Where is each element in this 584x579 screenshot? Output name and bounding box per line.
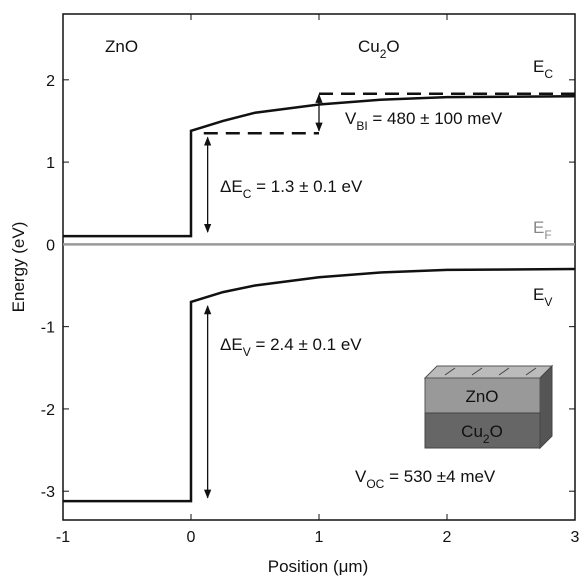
annotation-text: Cu bbox=[461, 422, 483, 441]
x-tick-label: 1 bbox=[315, 529, 324, 546]
subscript: OC bbox=[366, 477, 384, 491]
annotation: ΔEV = 2.4 ± 0.1 eV bbox=[220, 335, 362, 359]
subscript: C bbox=[243, 187, 252, 201]
x-tick-label: 2 bbox=[443, 529, 452, 546]
x-tick-label: 0 bbox=[187, 529, 196, 546]
y-tick-label: -2 bbox=[41, 402, 55, 419]
inset-side-face bbox=[540, 366, 552, 448]
annotation-text: ΔE bbox=[220, 335, 243, 354]
y-tick-label: 2 bbox=[46, 73, 55, 90]
annotation: EC bbox=[533, 57, 553, 81]
annotation: Cu2O bbox=[358, 37, 400, 61]
annotation-text: ZnO bbox=[105, 37, 138, 56]
annotation-text: Cu bbox=[358, 37, 380, 56]
x-tick-label: -1 bbox=[56, 529, 70, 546]
subscript: V bbox=[544, 295, 552, 309]
x-axis-label: Position (μm) bbox=[268, 557, 368, 576]
y-tick-label: 0 bbox=[46, 237, 55, 254]
annotation-text: = 1.3 ± 0.1 eV bbox=[251, 177, 363, 196]
annotation-text: O bbox=[386, 37, 399, 56]
annotation-text: V bbox=[355, 467, 367, 486]
y-tick-label: 1 bbox=[46, 155, 55, 172]
annotation-text: E bbox=[533, 57, 544, 76]
annotation-text: = 530 ±4 meV bbox=[384, 467, 496, 486]
annotation-text: = 2.4 ± 0.1 eV bbox=[251, 335, 363, 354]
y-axis-label: Energy (eV) bbox=[9, 222, 28, 313]
annotation-text: ΔE bbox=[220, 177, 243, 196]
annotation: VBI = 480 ± 100 meV bbox=[345, 109, 503, 133]
inset-top-face bbox=[425, 366, 552, 378]
annotation-text: E bbox=[533, 218, 544, 237]
annotation-text: ZnO bbox=[465, 387, 498, 406]
page: {"chart_data": {"type": "line", "xlabel"… bbox=[0, 0, 584, 579]
annotation: ZnO bbox=[465, 387, 498, 406]
x-tick-label: 3 bbox=[571, 529, 580, 546]
subscript: V bbox=[243, 345, 251, 359]
y-tick-label: -3 bbox=[41, 484, 55, 501]
annotation-text: E bbox=[533, 285, 544, 304]
y-tick-label: -1 bbox=[41, 320, 55, 337]
subscript: C bbox=[544, 67, 553, 81]
chart: Position (μm) Energy (eV) -1 0 1 2 3 -3 -2 -1 0 1… bbox=[0, 0, 584, 579]
annotation-text: V bbox=[345, 109, 357, 128]
annotation: EV bbox=[533, 285, 552, 309]
annotation: ΔEC = 1.3 ± 0.1 eV bbox=[220, 177, 363, 201]
annotation-text: = 480 ± 100 meV bbox=[368, 109, 503, 128]
annotation: ZnO bbox=[105, 37, 138, 56]
annotation: EF bbox=[533, 218, 552, 242]
subscript: BI bbox=[356, 119, 367, 133]
subscript: F bbox=[544, 228, 551, 242]
annotation-text: O bbox=[490, 422, 503, 441]
annotation: VOC = 530 ±4 meV bbox=[355, 467, 496, 491]
